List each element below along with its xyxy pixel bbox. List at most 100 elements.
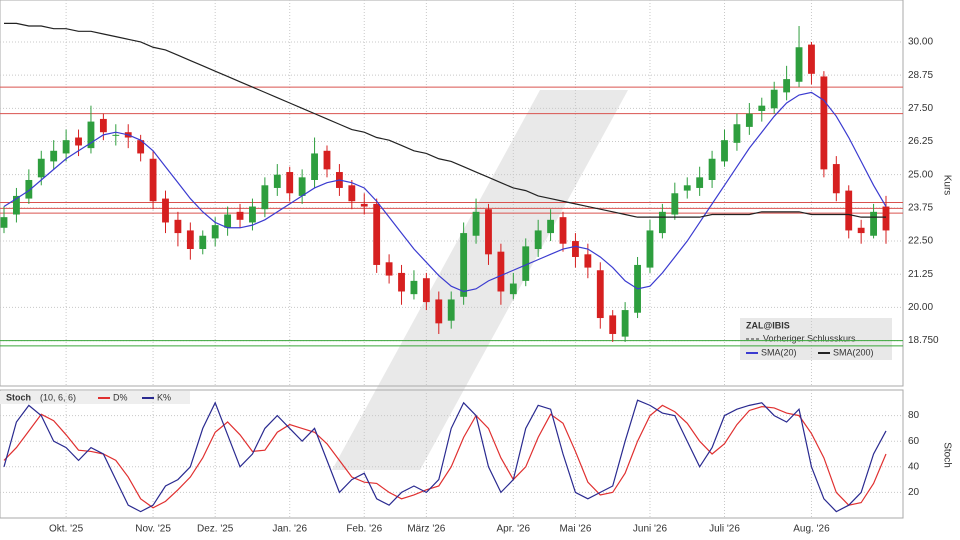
y-tick-label: 27.50	[908, 103, 933, 114]
candle-body	[646, 230, 654, 268]
legend-symbol: ZAL@IBIS	[746, 320, 790, 330]
candle-body	[323, 150, 331, 170]
x-tick-label: März '26	[407, 524, 445, 535]
candle-body	[447, 299, 455, 321]
candle-body	[13, 195, 20, 215]
x-tick-label: Juli '26	[709, 524, 740, 535]
candle-body	[385, 262, 393, 276]
candle-body	[162, 198, 169, 223]
candle-body	[745, 113, 753, 127]
x-tick-label: Mai '26	[559, 524, 591, 535]
x-tick-label: Juni '26	[633, 524, 668, 535]
candle-body	[609, 315, 617, 334]
candle-body	[832, 164, 840, 194]
candle-body	[559, 217, 567, 244]
candle-body	[857, 227, 865, 234]
y-tick-label: 30.00	[908, 37, 933, 48]
candle-body	[286, 172, 294, 194]
y-tick-label: 80	[908, 410, 920, 421]
candle-body	[62, 140, 70, 154]
y-axis-label: Stoch	[941, 442, 952, 468]
candle-body	[584, 254, 592, 268]
candle-body	[460, 233, 468, 297]
x-tick-label: Okt. '25	[49, 524, 84, 535]
candle-body	[410, 280, 418, 295]
legend-label: SMA(20)	[761, 347, 797, 357]
candle-body	[422, 278, 430, 303]
y-tick-label: 20.00	[908, 302, 933, 313]
y-tick-label: 18.750	[908, 335, 939, 346]
candle-body	[820, 76, 828, 170]
candle-body	[211, 225, 219, 239]
candle-body	[224, 214, 232, 228]
candle-body	[721, 140, 728, 162]
candle-body	[311, 153, 318, 180]
y-tick-label: 22.50	[908, 236, 933, 247]
candle-body	[261, 185, 269, 210]
candle-body	[50, 150, 58, 162]
candle-body	[534, 230, 542, 250]
candle-body	[845, 190, 853, 231]
legend-label: K%	[157, 392, 171, 402]
y-tick-label: 28.75	[908, 70, 933, 81]
x-tick-label: Feb. '26	[346, 524, 382, 535]
price-panel	[0, 0, 904, 387]
legend-label: SMA(200)	[833, 347, 874, 357]
candle-body	[435, 299, 443, 324]
y-tick-label: 40	[908, 461, 920, 472]
candle-body	[572, 241, 579, 257]
candle-body	[199, 235, 207, 250]
candle-body	[137, 140, 145, 154]
y-tick-label: 20	[908, 487, 920, 498]
candle-body	[373, 203, 381, 265]
candle-body	[25, 179, 33, 199]
y-tick-label: 60	[908, 436, 920, 447]
stoch-line	[3, 399, 887, 513]
candle-body	[683, 185, 691, 191]
candle-body	[522, 246, 530, 281]
x-tick-label: Apr. '26	[497, 524, 531, 535]
y-axis-label: Kurs	[941, 175, 952, 196]
y-tick-label: 25.00	[908, 169, 933, 180]
x-tick-label: Dez. '25	[197, 524, 234, 535]
candle-body	[298, 177, 306, 196]
candle-body	[37, 158, 45, 178]
candle-body	[360, 203, 368, 207]
candle-body	[99, 118, 107, 133]
candle-body	[186, 230, 194, 250]
candle-body	[596, 270, 604, 319]
candle-body	[795, 47, 803, 82]
candle-body	[236, 211, 244, 220]
candle-body	[658, 211, 666, 234]
x-tick-label: Jan. '26	[272, 524, 307, 535]
candle-body	[671, 193, 679, 215]
y-tick-label: 21.25	[908, 269, 933, 280]
candle-body	[708, 158, 716, 180]
candle-body	[621, 310, 629, 337]
sma-line	[4, 22, 886, 218]
candle-body	[149, 158, 157, 202]
candle-body	[75, 137, 82, 146]
stoch-title: Stoch	[6, 392, 31, 402]
sma-line	[3, 91, 887, 293]
candle-body	[547, 219, 555, 234]
candle-body	[174, 219, 182, 234]
candle-body	[249, 206, 256, 223]
x-tick-label: Aug. '26	[793, 524, 830, 535]
stoch-header	[0, 391, 190, 404]
stoch-panel	[0, 389, 904, 519]
legend-label: D%	[113, 392, 128, 402]
candle-body	[696, 177, 704, 188]
candle-body	[398, 272, 405, 292]
candle-body	[783, 79, 791, 93]
watermark	[332, 90, 628, 470]
stoch-params: (10, 6, 6)	[40, 392, 76, 402]
legend-label: Vorheriger Schlusskurs	[763, 333, 856, 343]
candle-body	[758, 105, 766, 111]
candle-body	[485, 209, 492, 255]
candle-body	[112, 134, 120, 136]
candle-body	[770, 89, 778, 109]
candle-body	[808, 44, 815, 74]
y-tick-label: 26.25	[908, 136, 933, 147]
